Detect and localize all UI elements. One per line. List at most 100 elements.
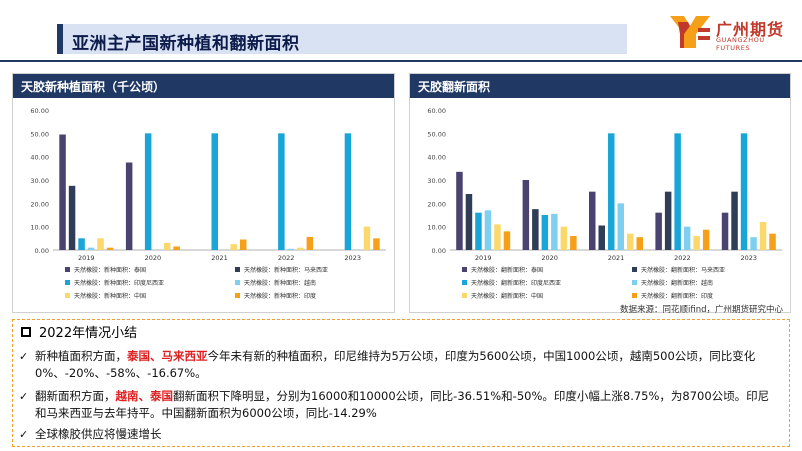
bar-2020-5 — [173, 246, 180, 250]
header-line — [0, 60, 802, 62]
bar-2019-1 — [68, 185, 76, 250]
bar-2019-4 — [97, 238, 104, 250]
bar-2020-5 — [570, 236, 577, 250]
square-bullet-icon — [21, 326, 31, 337]
bar-2022-4 — [297, 247, 304, 250]
bar-2022-4 — [693, 236, 700, 250]
bar-2023-2 — [344, 133, 352, 250]
bullet-3-text: 全球橡胶供应将慢速增长 — [35, 427, 162, 441]
y-tick-label: 20.00 — [427, 200, 446, 208]
bar-2021-2 — [211, 133, 218, 250]
legend-label: 天然橡胶：翻新面积：越南 — [641, 279, 713, 287]
legend-swatch — [632, 280, 637, 285]
bullet-1-post: 今年未有新的种植面积，印尼维持为5万公顷，印度为5600公顷，中国1000公顷，… — [35, 349, 756, 380]
x-tick-label: 2021 — [608, 254, 625, 262]
x-tick-label: 2019 — [78, 254, 95, 262]
check-icon: ✓ — [19, 390, 29, 403]
summary-title-text: 2022年情况小结 — [39, 326, 138, 341]
chart-new-planting: 0.00 10.00 20.00 30.00 40.00 50.00 60.00 2019 20… — [30, 107, 386, 300]
legend-swatch — [632, 267, 637, 272]
bar-2021-0 — [589, 191, 596, 250]
y-tick-label: 60.00 — [30, 107, 49, 115]
legend-swatch — [65, 267, 70, 272]
title-accent — [57, 24, 63, 54]
bar-2023-2 — [740, 133, 748, 250]
logo-name: 广州期货 — [716, 20, 785, 39]
legend-swatch — [632, 293, 637, 298]
bar-2020-2 — [144, 133, 152, 250]
bar-2021-5 — [240, 239, 247, 250]
y-tick-label: 60.00 — [427, 107, 446, 115]
bar-2019-0 — [59, 134, 66, 250]
legend-label: 天然橡胶：翻新面积：马来西亚 — [641, 266, 725, 274]
bar-2020-2 — [541, 215, 549, 250]
bar-2023-0 — [721, 212, 729, 250]
summary-bullet-3: ✓ 全球橡胶供应将慢速增长 — [19, 426, 775, 443]
check-icon: ✓ — [19, 350, 29, 363]
bar-2021-2 — [608, 133, 615, 250]
bar-2020-3 — [551, 213, 558, 250]
bar-2020-1 — [532, 209, 539, 250]
legend-label: 天然橡胶：翻新面积：中国 — [471, 292, 543, 300]
y-tick-label: 50.00 — [30, 130, 49, 138]
page-title: 亚洲主产国新种植和翻新面积 — [72, 34, 300, 54]
y-tick-label: 40.00 — [427, 154, 446, 162]
legend-label: 天然橡胶：新种面积：印度尼西亚 — [74, 279, 164, 287]
x-tick-label: 2020 — [541, 254, 558, 262]
bar-2022-5 — [306, 236, 314, 250]
bullet-1-malaysia: 马来西亚 — [161, 349, 208, 363]
bullet-1-sep: 、 — [150, 349, 162, 363]
chart-replanting: 0.00 10.00 20.00 30.00 40.00 50.00 60.00 2019 20… — [427, 107, 782, 300]
summary-bullet-1: ✓ 新种植面积方面，泰国、马来西亚今年未有新的种植面积，印尼维持为5万公顷，印度… — [19, 348, 775, 382]
summary-box: 2022年情况小结 ✓ 新种植面积方面，泰国、马来西亚今年未有新的种植面积，印尼… — [12, 319, 790, 447]
legend-label: 天然橡胶：翻新面积：印度 — [641, 292, 713, 300]
bar-2019-4 — [494, 224, 501, 250]
x-tick-label: 2022 — [278, 254, 295, 262]
x-tick-label: 2023 — [344, 254, 361, 262]
legend-swatch — [462, 293, 467, 298]
legend-swatch — [462, 267, 467, 272]
logo-sub: GUANGZHOU FUTURES — [716, 36, 765, 52]
bullet-2-sep: 、 — [138, 389, 151, 403]
summary-bullet-2: ✓ 翻新面积方面，越南、泰国翻新面积下降明显，分别为16000和10000公顷，… — [19, 388, 775, 422]
source-note: 数据来源：同花顺ifind，广州期货研究中心 — [620, 305, 784, 315]
bar-2023-4 — [759, 222, 767, 250]
bar-2023-3 — [750, 237, 757, 250]
chart-title: 天胶翻新面积 — [410, 74, 790, 98]
y-tick-label: 30.00 — [30, 177, 49, 185]
bar-2019-5 — [503, 231, 511, 250]
bullet-2-vietnam: 越南 — [115, 389, 139, 403]
bar-2020-4 — [560, 226, 568, 250]
check-icon: ✓ — [19, 428, 29, 441]
bar-2020-0 — [522, 180, 530, 250]
bar-2022-5 — [702, 229, 710, 250]
legend-label: 天然橡胶：新种面积：泰国 — [74, 266, 146, 274]
bar-2023-5 — [769, 233, 776, 250]
y-tick-label: 0.00 — [432, 247, 446, 255]
chart-panel-replanting: 天胶翻新面积 0.00 10.00 20.00 30.00 40.00 50.00 60.0… — [409, 73, 791, 313]
legend-label: 天然橡胶：新种面积：越南 — [244, 279, 316, 287]
bar-2020-4 — [163, 243, 171, 250]
legend-swatch — [65, 293, 70, 298]
legend-label: 天然橡胶：新种面积：马来西亚 — [244, 266, 328, 274]
chart-title: 天胶新种植面积（千公顷） — [13, 74, 394, 98]
legend-swatch — [462, 280, 467, 285]
legend-swatch — [235, 267, 240, 272]
legend-label: 天然橡胶：新种面积：印度 — [244, 292, 316, 300]
legend-label: 天然橡胶：翻新面积：印度尼西亚 — [471, 279, 561, 287]
bullet-2-post: 翻新面积下降明显，分别为16000和10000公顷，同比-36.51%和-50%… — [35, 389, 770, 420]
bullet-2-thailand: 泰国 — [150, 389, 173, 403]
bar-2019-3 — [484, 210, 492, 250]
bar-2021-3 — [617, 203, 624, 250]
x-tick-label: 2021 — [211, 254, 228, 262]
logo-mark-icon — [670, 16, 710, 48]
legend-swatch — [235, 293, 240, 298]
y-tick-label: 10.00 — [30, 224, 49, 232]
summary-title: 2022年情况小结 — [21, 322, 137, 341]
y-tick-label: 40.00 — [30, 154, 49, 162]
bar-2019-2 — [475, 212, 482, 250]
bar-2020-0 — [125, 162, 133, 250]
bar-2021-5 — [636, 237, 643, 250]
bar-2019-0 — [456, 171, 463, 250]
legend-label: 天然橡胶：新种面积：中国 — [74, 292, 146, 300]
